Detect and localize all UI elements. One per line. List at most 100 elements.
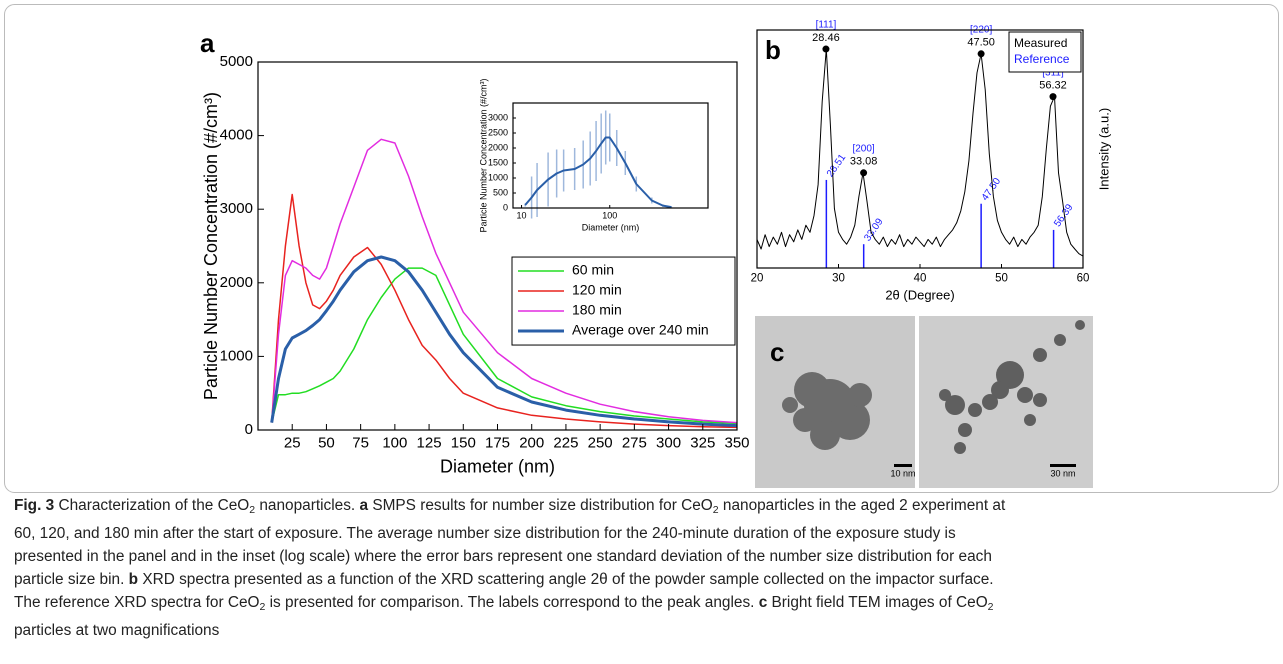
legend-label: Measured	[1014, 36, 1067, 50]
caption-line: 60, 120, and 180 min after the start of …	[14, 522, 1274, 545]
y-tick-label: 0	[503, 202, 508, 212]
caption-text: 2	[987, 601, 994, 613]
x-tick-label: 75	[352, 434, 369, 451]
peak-marker	[977, 50, 985, 58]
x-tick-label: 250	[588, 434, 613, 451]
caption-text: XRD spectra presented as a function of t…	[138, 571, 994, 588]
caption-text: a	[359, 497, 369, 514]
y-tick-label: 4000	[220, 127, 253, 144]
series-line	[270, 267, 738, 425]
caption-text: nanoparticles in the aged 2 experiment a…	[718, 497, 1006, 514]
x-tick-label: 100	[382, 434, 407, 451]
x-tick-label: 100	[602, 210, 617, 220]
x-tick-label: 30	[832, 272, 845, 284]
caption-text: 2	[249, 504, 256, 516]
plot-frame	[512, 102, 709, 209]
x-tick-label: 125	[417, 434, 442, 451]
y-tick-label: 1000	[220, 347, 253, 364]
caption-text: Characterization of the CeO	[54, 497, 250, 514]
panel-label: b	[765, 35, 781, 65]
figure-border	[4, 4, 1279, 493]
series-line	[270, 138, 738, 424]
y-axis-label: Intensity (a.u.)	[1096, 108, 1111, 190]
caption-text: Bright field TEM images of CeO	[767, 594, 988, 611]
caption-text: The reference XRD spectra for CeO	[14, 594, 260, 611]
y-tick-label: 1500	[488, 157, 508, 167]
series-line	[270, 193, 738, 429]
y-axis-label: Particle Number Concentration (#/cm³)	[478, 78, 488, 232]
peak-marker	[822, 45, 830, 53]
figure: 10 nm 30 nm c 25 50 75 100 125 150 175 200 225 25…	[4, 4, 1279, 493]
caption: Fig. 3 Characterization of the CeO2 nano…	[14, 494, 1274, 642]
reference-label: 28.51	[825, 152, 849, 179]
caption-text: nanoparticles.	[255, 497, 360, 514]
caption-text: SMPS results for number size distributio…	[368, 497, 713, 514]
peak-label: 33.08	[850, 156, 878, 168]
caption-text: Fig. 3	[14, 497, 55, 514]
inset-background	[513, 103, 708, 208]
peak-hkl: [200]	[852, 143, 874, 154]
caption-text: b	[128, 571, 139, 588]
y-tick-label: 3000	[220, 200, 253, 217]
y-tick-label: 500	[493, 187, 508, 197]
peak-label: 56.32	[1039, 80, 1067, 92]
y-axis-label: Particle Number Concentration (#/cm³)	[201, 92, 221, 400]
scale-bar-label: 10 nm	[890, 468, 915, 478]
caption-text: particle size bin.	[14, 571, 129, 588]
peak-marker	[1049, 93, 1057, 101]
caption-line: particle size bin. b XRD spectra present…	[14, 568, 1274, 591]
x-axis-label: 2θ (Degree)	[885, 287, 954, 302]
panel-label: c	[770, 337, 784, 367]
caption-text: presented in the panel and in the inset …	[14, 548, 992, 565]
x-tick-label: 50	[995, 272, 1008, 284]
caption-line: presented in the panel and in the inset …	[14, 545, 1274, 568]
scale-bar-label: 30 nm	[1050, 468, 1075, 478]
x-tick-label: 25	[284, 434, 301, 451]
caption-text: c	[758, 594, 768, 611]
panel-label: a	[200, 28, 215, 58]
x-tick-label: 150	[451, 434, 476, 451]
legend-label: 120 min	[572, 282, 622, 298]
y-tick-label: 2000	[220, 274, 253, 291]
x-axis-label: Diameter (nm)	[582, 223, 640, 233]
tem-image	[919, 316, 1093, 488]
chart: 25 50 75 100 125 150 175 200 225 250 275 300 325 3500…	[200, 28, 750, 477]
x-tick-label: 350	[724, 434, 749, 451]
x-tick-label: 300	[656, 434, 681, 451]
x-axis-label: Diameter (nm)	[440, 457, 555, 477]
caption-text: 2	[712, 504, 719, 516]
peak-label: 28.46	[812, 32, 840, 44]
caption-text: 60, 120, and 180 min after the start of …	[14, 525, 956, 542]
x-tick-label: 175	[485, 434, 510, 451]
x-tick-label: 60	[1077, 272, 1090, 284]
x-tick-label: 50	[318, 434, 335, 451]
y-tick-label: 2000	[488, 142, 508, 152]
legend-label: Average over 240 min	[572, 322, 709, 338]
y-tick-label: 3000	[488, 112, 508, 122]
peak-hkl: [111]	[816, 20, 837, 31]
x-tick-label: 275	[622, 434, 647, 451]
series-line	[756, 48, 1084, 257]
series-line	[270, 255, 738, 428]
legend-label: Reference	[1014, 52, 1070, 66]
y-tick-label: 0	[245, 421, 253, 438]
x-tick-label: 40	[914, 272, 927, 284]
caption-line: particles at two magnifications	[14, 619, 1274, 642]
x-tick-label: 200	[519, 434, 544, 451]
x-tick-label: 325	[690, 434, 715, 451]
caption-line: The reference XRD spectra for CeO2 is pr…	[14, 591, 1274, 619]
x-tick-label: 10	[517, 210, 527, 220]
particle-cluster	[782, 372, 872, 450]
particle-chain	[939, 320, 1085, 454]
y-tick-label: 2500	[488, 127, 508, 137]
chart: 28.5133.0947.5056.3928.46[111]33.08[200]…	[751, 20, 1112, 303]
y-tick-label: 5000	[220, 53, 253, 70]
peak-hkl: [311]	[1042, 67, 1064, 78]
scale-bar	[894, 464, 912, 467]
series-line	[524, 136, 672, 209]
legend-label: 180 min	[572, 302, 622, 318]
caption-text: 2	[259, 601, 266, 613]
x-tick-label: 225	[553, 434, 578, 451]
